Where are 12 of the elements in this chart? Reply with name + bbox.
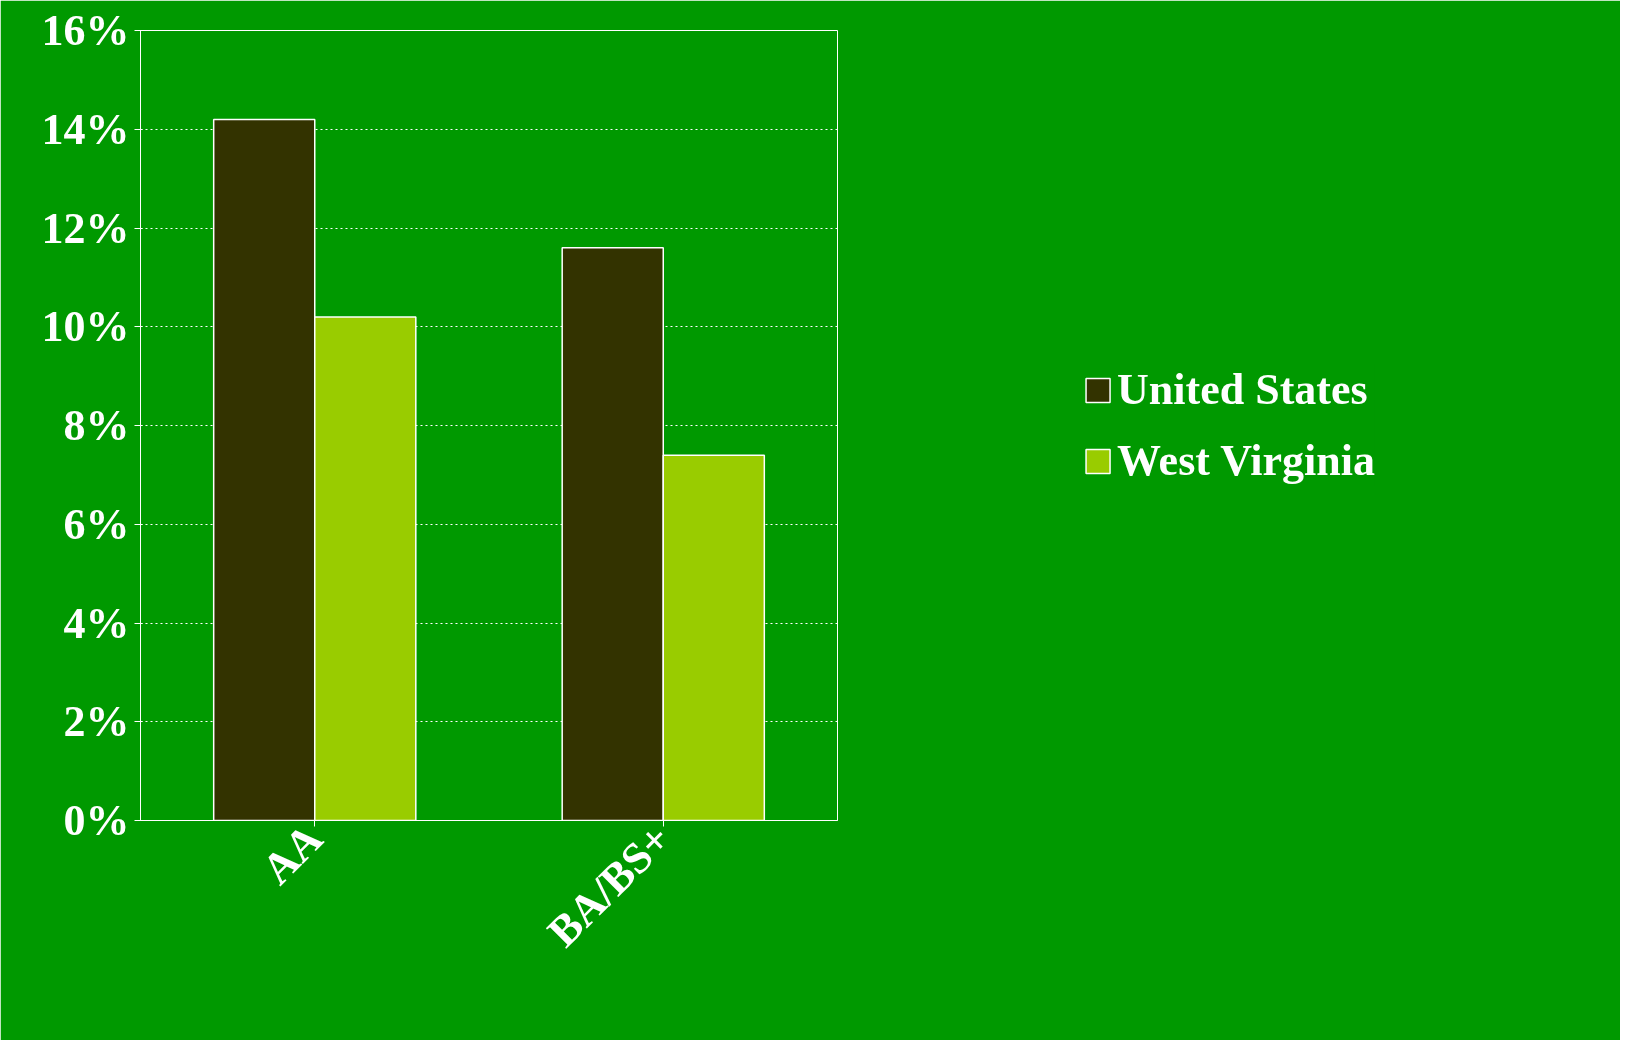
x-tick-label: AA (252, 814, 333, 894)
y-tick-label: 14% (41, 104, 130, 154)
y-tick-label: 16% (41, 6, 130, 55)
y-tick-label: 8% (63, 401, 130, 450)
y-tick-label: 4% (63, 598, 130, 648)
y-tick-label: 10% (41, 302, 130, 352)
legend-label: United States (1117, 364, 1368, 415)
y-tick-label: 2% (63, 697, 130, 747)
legend-label: West Virginia (1117, 435, 1375, 486)
y-tick-label: 0% (63, 796, 130, 845)
y-tick-label: 12% (41, 203, 130, 253)
y-tick-label: 6% (63, 499, 130, 549)
